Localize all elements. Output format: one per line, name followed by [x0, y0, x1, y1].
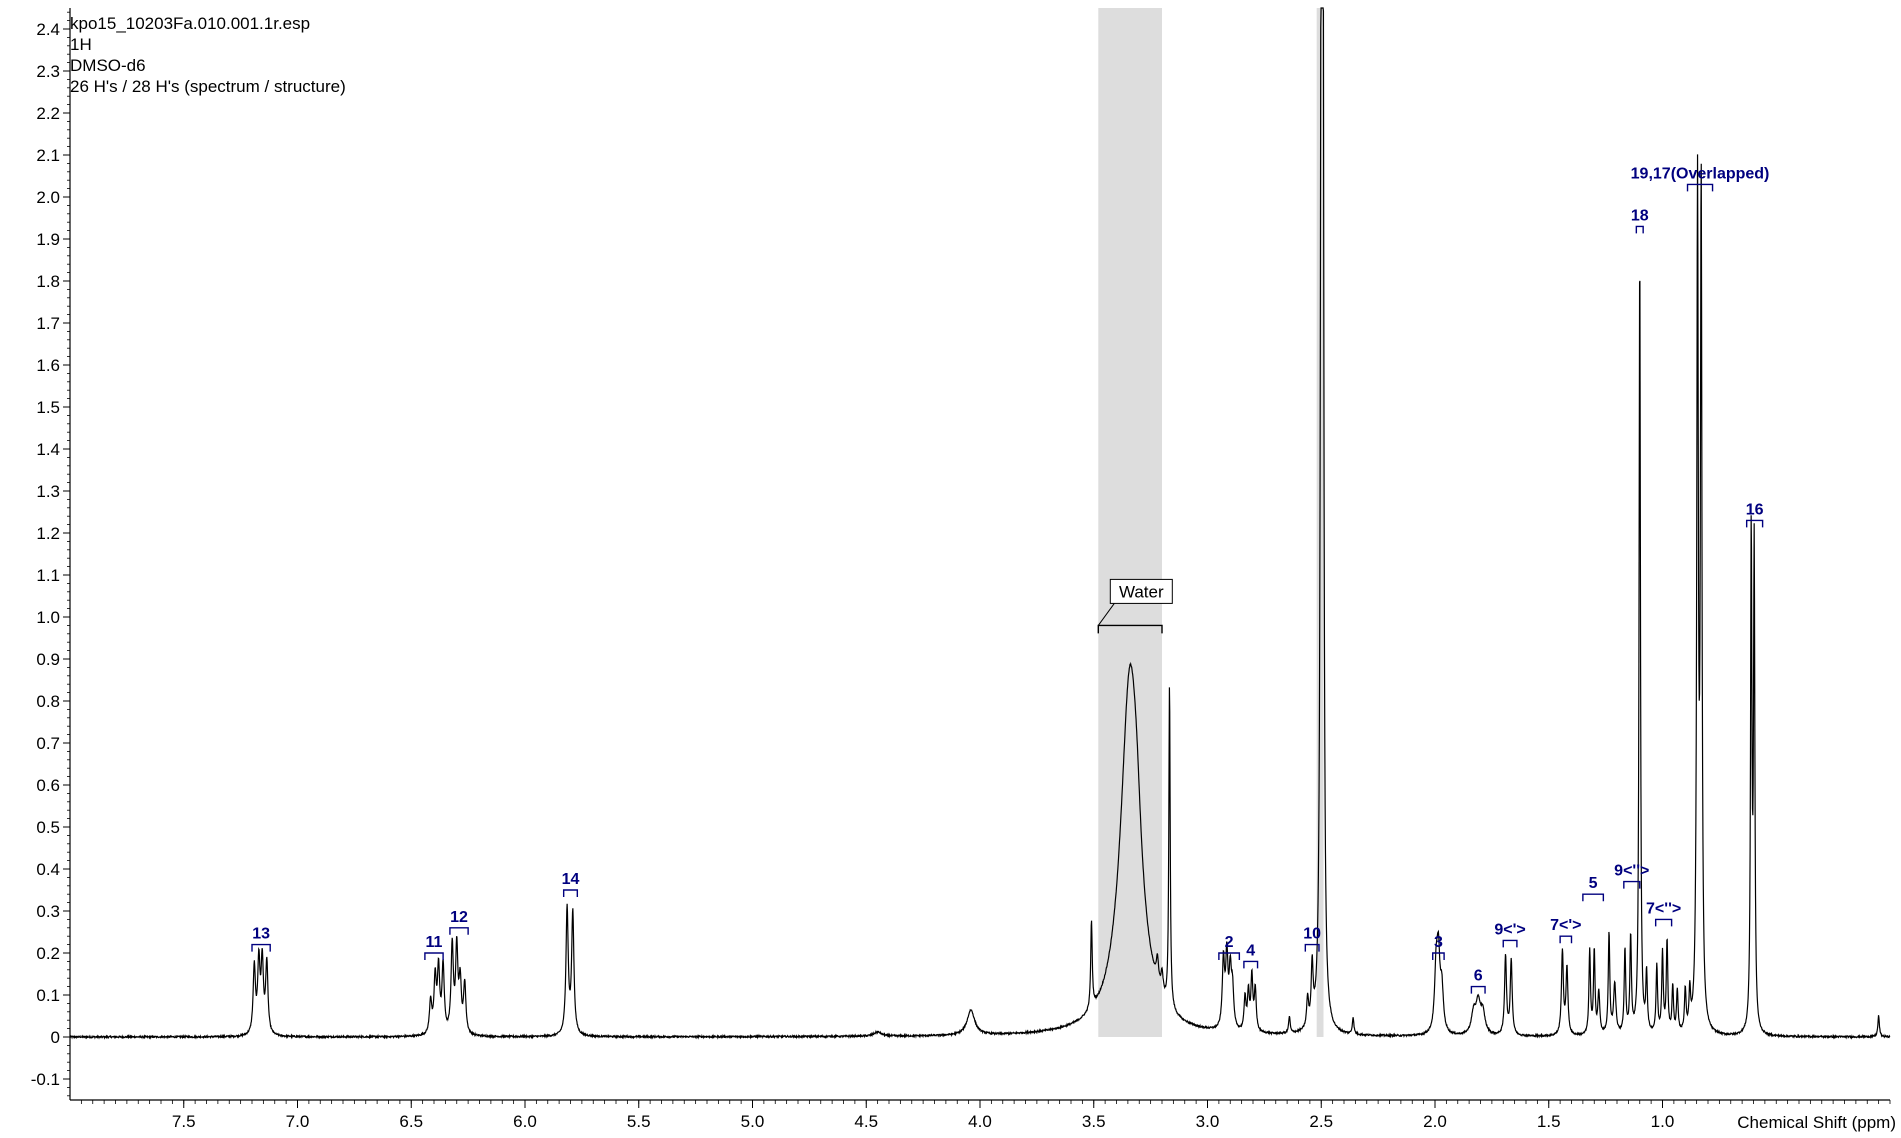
peak-bracket-14	[1635, 225, 1644, 234]
y-tick-label: 2.3	[36, 62, 60, 81]
info-nucleus: 1H	[70, 35, 92, 54]
x-tick-label: 2.0	[1423, 1112, 1447, 1131]
peak-bracket-10	[1559, 935, 1573, 944]
x-axis-label: Chemical Shift (ppm)	[1737, 1113, 1896, 1132]
x-tick-label: 1.5	[1537, 1112, 1561, 1131]
y-tick-label: 2.1	[36, 146, 60, 165]
y-tick-label: 0.4	[36, 860, 60, 879]
peak-label-14: 18	[1631, 207, 1649, 224]
y-tick-label: 1.7	[36, 314, 60, 333]
callout-leader-0	[1097, 603, 1115, 626]
peak-label-10: 7<'>	[1550, 917, 1581, 934]
peak-label-5: 4	[1246, 942, 1255, 959]
y-tick-label: 0.9	[36, 650, 60, 669]
peak-bracket-15	[1686, 183, 1714, 192]
y-tick-label: 0.1	[36, 986, 60, 1005]
peak-bracket-4	[1218, 952, 1241, 960]
y-tick-label: 0.2	[36, 944, 60, 963]
callout-bracket-0	[1097, 624, 1163, 634]
callout-box-0	[1109, 578, 1173, 604]
x-tick-label: 5.5	[627, 1112, 651, 1131]
x-tick-label: 5.0	[741, 1112, 765, 1131]
peak-label-0: 13	[252, 926, 270, 943]
y-tick-label: 2.0	[36, 188, 60, 207]
peak-bracket-8	[1470, 985, 1486, 994]
y-tick-label: 0.3	[36, 902, 60, 921]
peak-label-9: 9<'>	[1494, 921, 1525, 938]
y-tick-label: 0	[51, 1028, 60, 1047]
y-tick-label: 1.1	[36, 566, 60, 585]
peak-bracket-11	[1582, 893, 1605, 902]
y-tick-label: 0.6	[36, 776, 60, 795]
peak-label-8: 6	[1474, 968, 1483, 985]
peak-label-6: 10	[1303, 926, 1321, 943]
x-tick-label: 7.0	[286, 1112, 310, 1131]
y-tick-label: 1.3	[36, 482, 60, 501]
y-tick-label: 1.8	[36, 272, 60, 291]
x-tick-label: 6.5	[399, 1112, 423, 1131]
peak-bracket-2	[449, 927, 469, 935]
info-solvent: DMSO-d6	[70, 56, 146, 75]
x-tick-label: 4.0	[968, 1112, 992, 1131]
spectrum-trace	[69, 7, 1891, 1040]
y-tick-label: 1.5	[36, 398, 60, 417]
peak-label-11: 5	[1589, 875, 1598, 892]
shaded-region-0	[1098, 8, 1162, 1037]
y-tick-label: 1.9	[36, 230, 60, 249]
y-tick-label: 2.2	[36, 104, 60, 123]
y-tick-label: -0.1	[31, 1070, 60, 1089]
peak-label-12: 9<''>	[1614, 863, 1649, 880]
peak-bracket-9	[1502, 939, 1518, 948]
info-filename: kpo15_10203Fa.010.001.1r.esp	[70, 14, 310, 33]
y-tick-label: 0.8	[36, 692, 60, 711]
peak-label-16: 16	[1746, 501, 1764, 518]
peak-bracket-0	[251, 943, 271, 952]
y-tick-label: 0.7	[36, 734, 60, 753]
info-h-count: 26 H's / 28 H's (spectrum / structure)	[70, 77, 346, 96]
y-tick-label: 1.4	[36, 440, 60, 459]
y-tick-label: 0.5	[36, 818, 60, 837]
peak-bracket-3	[562, 889, 579, 897]
spectrum	[69, 7, 1891, 1040]
y-tick-label: 1.0	[36, 608, 60, 627]
peak-bracket-13	[1654, 918, 1673, 927]
peak-label-2: 12	[450, 909, 468, 926]
axes: -0.1 0 0.1 0.2 0.3 0.4 0.5 0.6 0.7 0.8 0.9 1.0 1.1 1.…	[31, 8, 1891, 1131]
peak-label-1: 11	[426, 934, 443, 951]
peak-label-13: 7<''>	[1646, 900, 1681, 917]
info-block: kpo15_10203Fa.010.001.1r.esp 1H DMSO-d6 …	[70, 14, 346, 96]
x-tick-label: 6.0	[513, 1112, 537, 1131]
peak-label-4: 2	[1225, 934, 1234, 951]
peak-bracket-16	[1745, 519, 1764, 528]
x-tick-label: 4.5	[854, 1112, 878, 1131]
peak-bracket-7	[1432, 952, 1445, 960]
x-tick-label: 7.5	[172, 1112, 196, 1131]
peak-bracket-6	[1304, 943, 1320, 952]
x-tick-label: 1.0	[1651, 1112, 1675, 1131]
shaded-regions	[1098, 8, 1324, 1037]
peak-label-7: 3	[1434, 934, 1443, 951]
peak-annotations: 13 11 12 14 2 4 10 3 6 9<'> 7<'> 5 9<''> 7<''> 18 19,17…	[251, 165, 1770, 994]
x-tick-label: 2.5	[1309, 1112, 1333, 1131]
peak-bracket-12	[1623, 880, 1641, 889]
x-tick-label: 3.0	[1196, 1112, 1220, 1131]
peak-label-3: 14	[562, 871, 580, 888]
y-tick-label: 1.2	[36, 524, 60, 543]
peak-bracket-5	[1243, 960, 1259, 969]
y-tick-label: 1.6	[36, 356, 60, 375]
peak-bracket-1	[424, 952, 444, 960]
callout-label-0: Water	[1119, 582, 1164, 601]
peak-label-15: 19,17(Overlapped)	[1631, 165, 1770, 182]
x-tick-label: 3.5	[1082, 1112, 1106, 1131]
y-tick-label: 2.4	[36, 20, 60, 39]
